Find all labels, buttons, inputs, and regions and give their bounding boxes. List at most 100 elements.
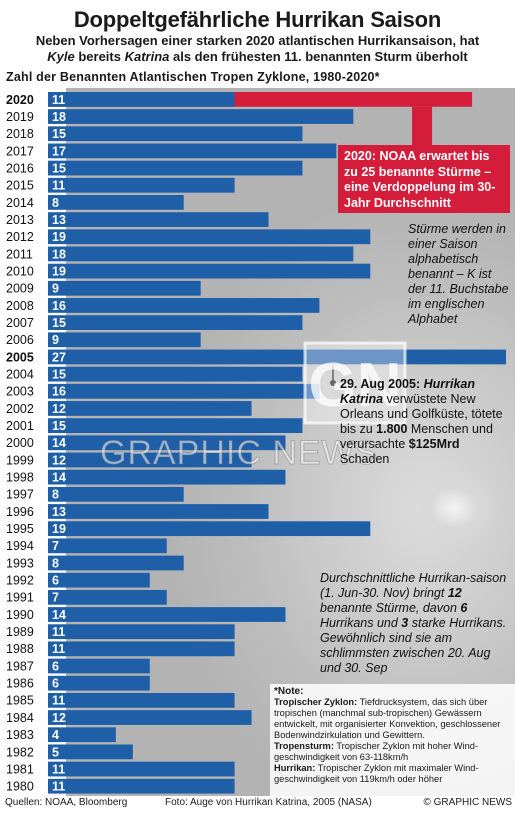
bar-2013 bbox=[48, 212, 269, 227]
value-label: 12 bbox=[52, 402, 66, 416]
value-label: 14 bbox=[52, 608, 66, 622]
year-label: 2012 bbox=[6, 230, 34, 244]
value-label: 16 bbox=[52, 299, 66, 313]
subtitle-end: als den frühesten 11. benannten Sturm üb… bbox=[169, 49, 468, 64]
bar-2019 bbox=[48, 109, 354, 124]
bar-2008 bbox=[48, 298, 320, 313]
footer-copyright: © GRAPHIC NEWS bbox=[423, 797, 513, 808]
bar-1984 bbox=[48, 710, 252, 725]
value-label: 6 bbox=[52, 659, 59, 673]
year-label: 2001 bbox=[6, 419, 34, 433]
bar-2014 bbox=[48, 195, 184, 210]
value-label: 11 bbox=[52, 642, 65, 656]
value-label: 27 bbox=[52, 350, 66, 364]
header: Doppeltgefährliche Hurrikan Saison Neben… bbox=[0, 0, 515, 65]
footer-photo-credit: Foto: Auge von Hurrikan Katrina, 2005 (N… bbox=[165, 797, 372, 808]
bar-1981 bbox=[48, 761, 235, 777]
year-label: 1990 bbox=[6, 608, 34, 622]
forecast-callout: 2020: NOAA erwartet bis zu 25 benannte S… bbox=[338, 145, 510, 213]
katrina-text-3: Schaden bbox=[340, 452, 390, 466]
year-label: 1992 bbox=[6, 574, 34, 588]
value-label: 11 bbox=[52, 780, 65, 794]
bar-1997 bbox=[48, 486, 184, 502]
average-season-note: Durchschnittliche Hurrikan-saison (1. Ju… bbox=[320, 571, 512, 676]
year-label: 1996 bbox=[6, 505, 34, 519]
value-label: 17 bbox=[52, 144, 66, 158]
bar-2003 bbox=[48, 383, 320, 399]
bar-1999 bbox=[48, 452, 252, 468]
value-label: 14 bbox=[52, 471, 66, 485]
bar-1986 bbox=[48, 675, 150, 691]
bar-1990 bbox=[48, 607, 286, 622]
subtitle-line-2: Kyle bereits Katrina als den frühesten 1… bbox=[0, 49, 515, 65]
bar-1995 bbox=[48, 521, 371, 537]
avg-text-2: benannte Stürme, davon bbox=[320, 601, 461, 615]
value-label: 18 bbox=[52, 247, 66, 261]
bar-2016 bbox=[48, 160, 303, 176]
year-label: 2017 bbox=[6, 144, 34, 158]
value-label: 7 bbox=[52, 591, 59, 605]
year-label: 1999 bbox=[6, 453, 34, 467]
avg-text-1: Durchschnittliche Hurrikan-saison (1. Ju… bbox=[320, 571, 507, 600]
subtitle-kyle: Kyle bbox=[47, 49, 75, 64]
year-label: 1997 bbox=[6, 488, 34, 502]
bar-2017 bbox=[48, 143, 337, 159]
year-label: 2010 bbox=[6, 264, 34, 278]
year-label: 1982 bbox=[6, 745, 34, 759]
katrina-annotation: 29. Aug 2005: Hurrikan Katrina verwüstet… bbox=[340, 377, 512, 467]
value-label: 15 bbox=[52, 419, 66, 433]
year-label: 1986 bbox=[6, 677, 34, 691]
value-label: 19 bbox=[52, 522, 66, 536]
value-label: 18 bbox=[52, 110, 66, 124]
year-label: 1994 bbox=[6, 539, 34, 553]
value-label: 5 bbox=[52, 745, 59, 759]
year-label: 2007 bbox=[6, 316, 34, 330]
value-label: 7 bbox=[52, 539, 59, 553]
value-label: 6 bbox=[52, 574, 59, 588]
bar-1983 bbox=[48, 727, 116, 743]
year-label: 2020 bbox=[6, 93, 34, 107]
bar-1988 bbox=[48, 641, 235, 657]
subtitle-mid: bereits bbox=[74, 49, 125, 64]
bar-2001 bbox=[48, 418, 303, 434]
value-label: 14 bbox=[52, 436, 66, 450]
bar-1991 bbox=[48, 589, 167, 605]
katrina-deaths: 1.800 bbox=[376, 422, 408, 436]
value-label: 8 bbox=[52, 488, 59, 502]
avg-named: 12 bbox=[447, 586, 462, 600]
year-label: 1980 bbox=[6, 780, 34, 794]
value-label: 11 bbox=[52, 762, 65, 776]
year-label: 2005 bbox=[6, 350, 34, 364]
footer-sources: Quellen: NOAA, Bloomberg bbox=[5, 797, 128, 808]
value-label: 11 bbox=[52, 93, 65, 107]
avg-major: 3 bbox=[401, 616, 409, 630]
note-heading: *Note: bbox=[274, 686, 304, 697]
bar-1989 bbox=[48, 624, 235, 640]
bar-2018 bbox=[48, 126, 303, 142]
bar-2012 bbox=[48, 229, 371, 245]
year-label: 2019 bbox=[6, 110, 34, 124]
year-label: 2018 bbox=[6, 127, 34, 141]
value-label: 12 bbox=[52, 711, 66, 725]
year-label: 2003 bbox=[6, 385, 34, 399]
note-tropical-storm: Tropensturm: Tropischer Zyklon mit hoher… bbox=[274, 741, 479, 762]
year-label: 1998 bbox=[6, 471, 34, 485]
year-label: 2008 bbox=[6, 299, 34, 313]
year-label: 2000 bbox=[6, 436, 34, 450]
bar-1985 bbox=[48, 692, 235, 708]
katrina-date: 29. Aug 2005: bbox=[340, 377, 424, 391]
value-label: 15 bbox=[52, 316, 66, 330]
bar-2011 bbox=[48, 246, 354, 262]
bar-1996 bbox=[48, 504, 269, 519]
year-label: 1989 bbox=[6, 625, 34, 639]
value-label: 19 bbox=[52, 264, 66, 278]
bar-1982 bbox=[48, 744, 133, 760]
chart-title: Zahl der Benannten Atlantischen Tropen Z… bbox=[6, 70, 380, 84]
katrina-name: Hurrikan Katrina bbox=[340, 377, 476, 406]
value-label: 15 bbox=[52, 127, 66, 141]
year-label: 2013 bbox=[6, 213, 34, 227]
year-label: 2006 bbox=[6, 333, 34, 347]
naming-note: Stürme werden in einer Saison alphabetis… bbox=[408, 222, 509, 326]
value-label: 11 bbox=[52, 625, 65, 639]
